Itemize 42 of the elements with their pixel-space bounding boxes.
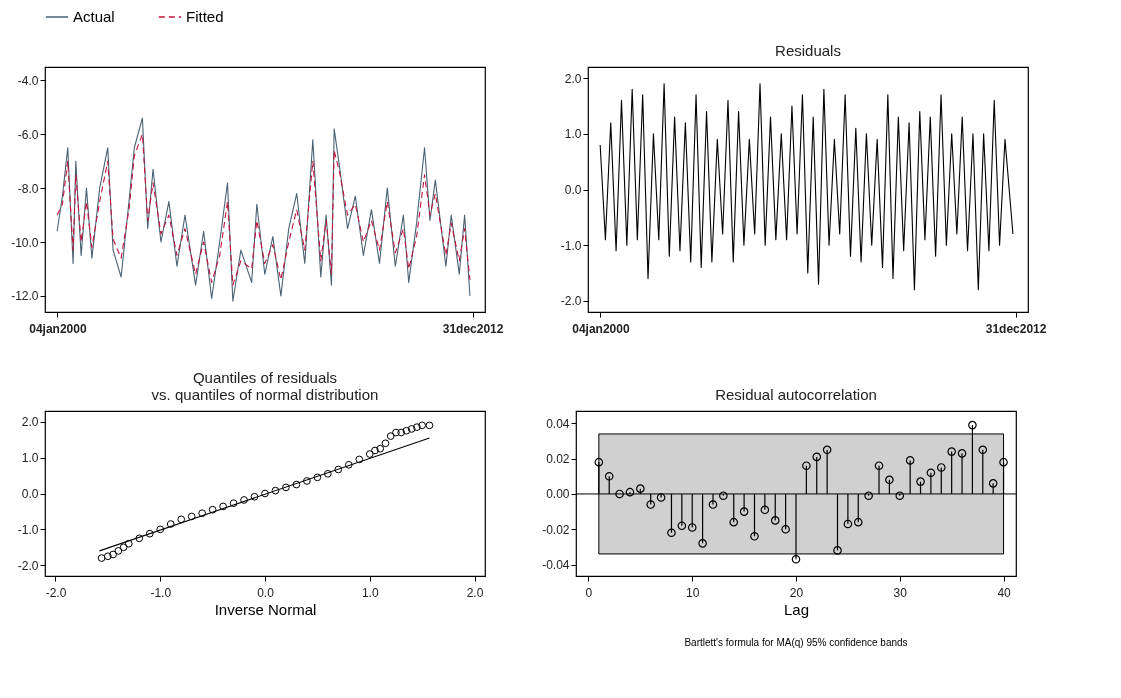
x-tick-label: 30 (893, 585, 908, 600)
x-axis-title: Lag (783, 600, 810, 618)
y-tick-label: -1.0 (560, 238, 582, 253)
legend-label: Fitted (186, 8, 224, 25)
x-tick-label: 04jan2000 (29, 321, 87, 336)
y-tick-label: 0.0 (21, 487, 39, 501)
chart-title: Residuals (775, 42, 841, 59)
x-tick-label: -1.0 (150, 585, 172, 600)
y-tick-label: 0.02 (546, 452, 570, 467)
y-tick-label: 1.0 (564, 127, 582, 142)
y-tick-label: 0.00 (546, 487, 570, 502)
x-tick-label: 1.0 (361, 585, 379, 600)
text: Bartlett's formula for MA(q) 95% confidence bands (684, 637, 908, 648)
y-tick-label: -2.0 (17, 558, 39, 573)
y-tick-label: -2.0 (560, 294, 582, 309)
x-tick-label: 2.0 (466, 585, 484, 600)
y-tick-label: 2.0 (564, 71, 582, 86)
y-tick-label: 0.04 (546, 416, 570, 431)
y-tick-label: 1.0 (21, 451, 39, 466)
x-tick-label: 31dec2012 (985, 321, 1047, 336)
x-tick-label: 0.0 (257, 585, 275, 600)
y-tick-label: -4.0 (17, 73, 39, 88)
x-tick-label: 0 (585, 585, 593, 600)
y-tick-label: -10.0 (11, 235, 39, 250)
x-tick-label: 10 (686, 585, 700, 600)
x-tick-label: 20 (789, 585, 804, 600)
y-tick-label: -6.0 (17, 127, 39, 142)
y-tick-label: 0.0 (564, 183, 582, 197)
chart-title: Quantiles of residuals vs. quantiles of normal distribution (151, 369, 379, 403)
chart-title: Residual autocorrelation (715, 386, 877, 403)
y-tick-label: 2.0 (21, 415, 39, 430)
x-tick-label: 04jan2000 (572, 321, 630, 336)
y-tick-label: -1.0 (17, 522, 39, 537)
legend-label: Actual (73, 8, 115, 25)
x-tick-label: 40 (997, 585, 1012, 600)
y-tick-label: -0.02 (542, 522, 570, 537)
x-tick-label: 31dec2012 (442, 321, 504, 336)
x-axis-title: Inverse Normal (214, 600, 317, 618)
x-tick-label: -2.0 (45, 585, 67, 600)
y-tick-label: -0.04 (542, 558, 570, 573)
y-tick-label: -12.0 (11, 289, 39, 304)
y-tick-label: -8.0 (17, 181, 39, 196)
